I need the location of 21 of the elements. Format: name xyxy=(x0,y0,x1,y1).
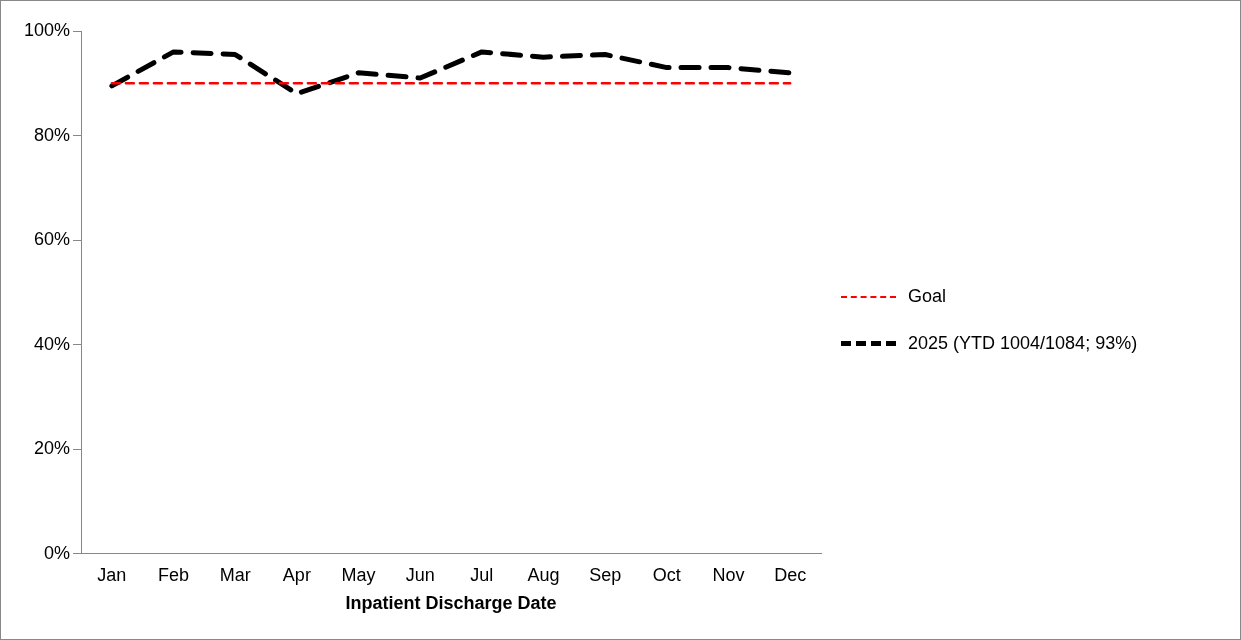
y-tick-label: 0% xyxy=(44,542,71,563)
x-tick-label: Jul xyxy=(470,564,494,585)
y-tick-label: 60% xyxy=(34,229,71,250)
x-tick-label: Dec xyxy=(774,564,807,585)
legend-label: Goal xyxy=(908,286,947,307)
x-tick-label: Oct xyxy=(652,564,681,585)
x-tick-label: Jan xyxy=(97,564,127,585)
x-axis-title: Inpatient Discharge Date xyxy=(345,593,557,614)
x-tick-label: Feb xyxy=(158,564,190,585)
y-tick-label: 20% xyxy=(34,438,71,459)
x-tick-label: Apr xyxy=(282,564,311,585)
x-tick-label: Aug xyxy=(527,564,560,585)
legend-label: 2025 (YTD 1004/1084; 93%) xyxy=(908,333,1138,354)
x-tick-label: Sep xyxy=(589,564,622,585)
x-tick-label: Nov xyxy=(712,564,745,585)
x-tick-label: Mar xyxy=(219,564,251,585)
y-tick-label: 100% xyxy=(23,19,71,40)
x-tick-label: Jun xyxy=(405,564,435,585)
y-tick-label: 40% xyxy=(34,333,71,354)
y-tick-label: 80% xyxy=(34,124,71,145)
x-tick-label: May xyxy=(341,564,376,585)
